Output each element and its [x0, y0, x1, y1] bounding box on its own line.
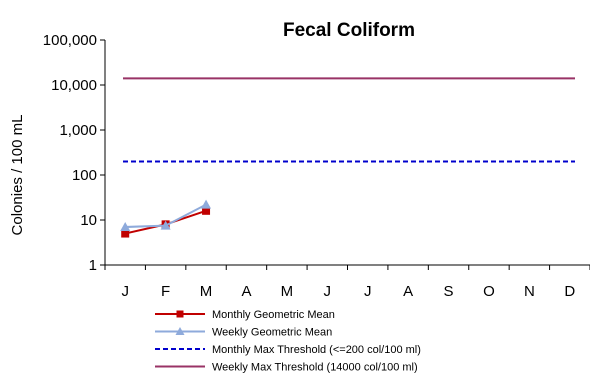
- data-point: [160, 220, 171, 230]
- data-point: [120, 221, 131, 231]
- x-tick-label: A: [403, 283, 413, 300]
- x-tick-label: D: [564, 283, 575, 300]
- x-tick-label: J: [324, 283, 332, 300]
- legend-label: Monthly Max Threshold (<=200 col/100 ml): [212, 344, 421, 356]
- legend-item: Weekly Geometric Mean: [155, 327, 332, 339]
- y-tick-label: 1: [89, 257, 97, 274]
- data-point: [202, 206, 211, 215]
- legend-marker: [176, 310, 184, 318]
- y-tick-label: 10: [80, 212, 97, 229]
- y-tick-label: 100,000: [43, 32, 97, 49]
- legend-item: Monthly Geometric Mean: [155, 309, 335, 321]
- x-tick-label: M: [200, 283, 213, 300]
- data-point: [201, 199, 212, 209]
- x-tick-label: O: [483, 283, 495, 300]
- x-tick-label: N: [524, 283, 535, 300]
- legend-label: Monthly Geometric Mean: [212, 309, 335, 321]
- x-tick-label: M: [281, 283, 294, 300]
- y-axis-label: Colonies / 100 mL: [9, 115, 26, 236]
- legend-label: Weekly Geometric Mean: [212, 327, 332, 339]
- y-tick-label: 1,000: [59, 122, 97, 139]
- x-tick-label: F: [161, 283, 170, 300]
- x-tick-label: S: [444, 283, 454, 300]
- x-tick-label: J: [364, 283, 372, 300]
- y-axis-ticks: 1 10 100 1,000 10,000 100,000: [43, 32, 105, 274]
- series-layer: [120, 77, 575, 238]
- legend-item: Weekly Max Threshold (14000 col/100 ml): [155, 362, 418, 374]
- series-2: [120, 199, 212, 231]
- y-tick-label: 100: [72, 167, 97, 184]
- y-tick-label: 10,000: [51, 77, 97, 94]
- legend-item: Monthly Max Threshold (<=200 col/100 ml): [155, 344, 421, 356]
- data-point: [121, 229, 130, 238]
- x-tick-label: J: [121, 283, 129, 300]
- legend-label: Weekly Max Threshold (14000 col/100 ml): [212, 362, 418, 374]
- legend: Monthly Geometric Mean Weekly Geometric M…: [155, 309, 421, 374]
- legend-marker: [175, 327, 185, 335]
- chart-title: Fecal Coliform: [283, 20, 415, 41]
- x-tick-label: A: [241, 283, 251, 300]
